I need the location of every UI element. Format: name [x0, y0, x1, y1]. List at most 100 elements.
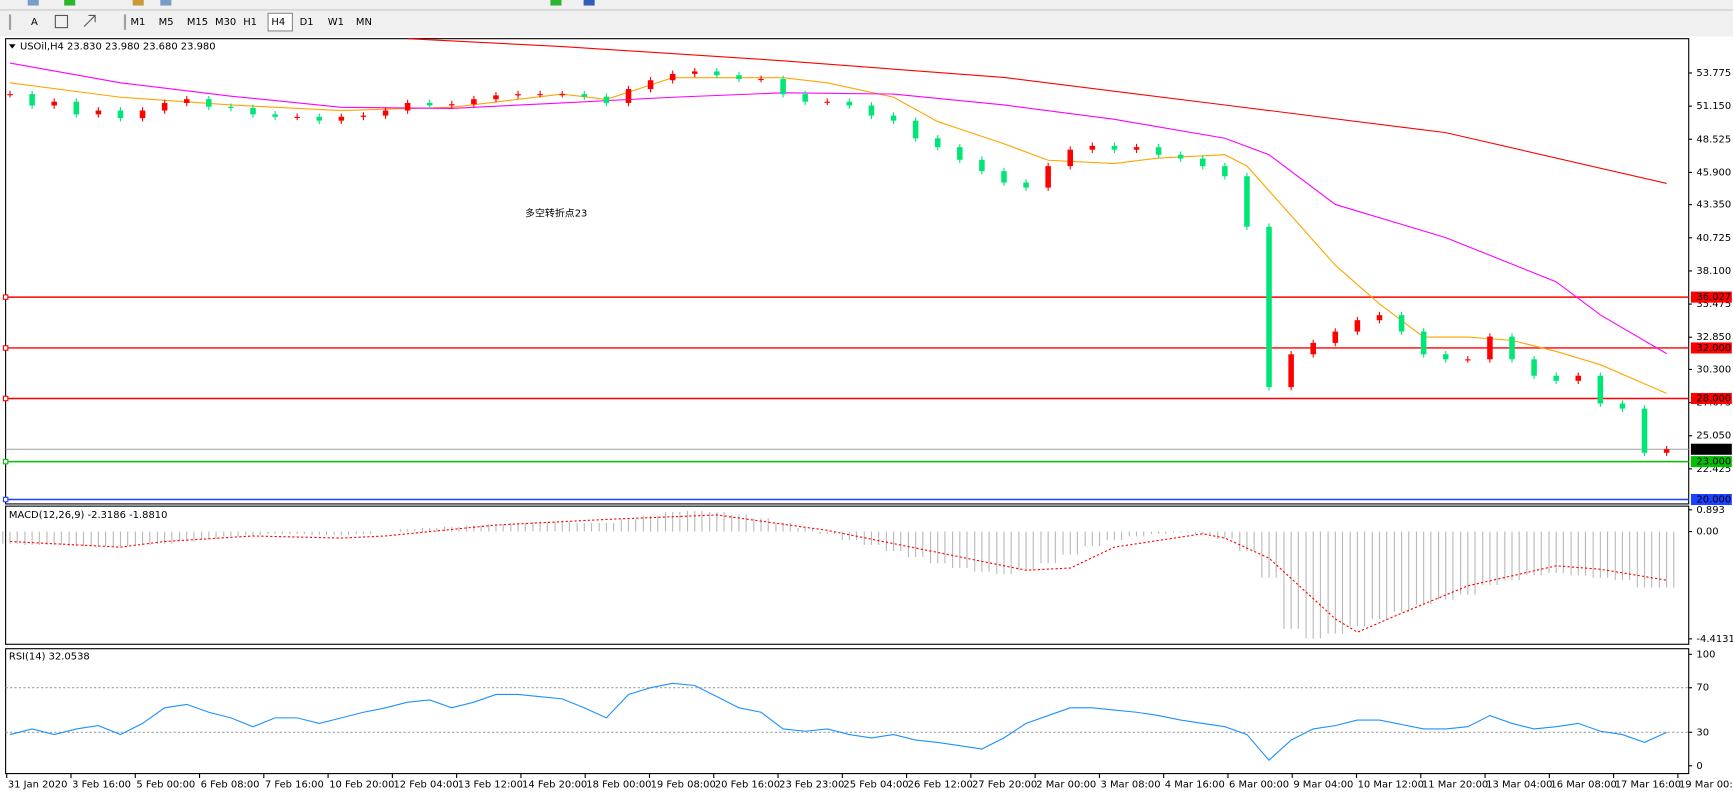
candle [1155, 147, 1162, 155]
rsi-line [9, 682, 1667, 762]
arrow-tool[interactable] [83, 14, 96, 27]
candle [1089, 145, 1096, 150]
candle [1376, 315, 1383, 321]
timeframe-button[interactable]: M15 [187, 17, 208, 28]
candle [581, 94, 588, 97]
timeframe-button[interactable]: D1 [300, 17, 314, 28]
indicator-line [9, 77, 1667, 394]
text-tool[interactable]: A [31, 17, 38, 28]
y-tick-label: 25.050 [1696, 431, 1731, 442]
x-tick-label: 19 Mar 00:00 [1679, 780, 1733, 791]
x-tick-label: 5 Feb 00:00 [136, 780, 195, 791]
candle [1001, 171, 1007, 183]
level-label-box [1690, 392, 1732, 405]
x-tick-label: 13 Feb 12:00 [458, 780, 523, 791]
x-tick-label: 7 Feb 16:00 [265, 780, 324, 791]
y-tick-label: 53.775 [1696, 68, 1731, 79]
candle [537, 94, 543, 96]
timeframe-button[interactable]: H1 [243, 17, 257, 28]
level-handle [2, 345, 9, 351]
indicator-line [9, 62, 1667, 355]
y-tick-label: 100 [1696, 649, 1715, 660]
x-tick-label: 17 Mar 16:00 [1615, 780, 1681, 791]
x-tick-label: 19 Feb 08:00 [651, 780, 716, 791]
y-tick-label: 70 [1696, 683, 1709, 694]
candle [669, 73, 676, 81]
x-tick-label: 10 Feb 20:00 [329, 780, 394, 791]
candle [603, 96, 610, 103]
grip [123, 14, 127, 30]
x-tick-label: 14 Feb 20:00 [522, 780, 587, 791]
candle [647, 80, 654, 90]
x-tick-label: 27 Feb 20:00 [972, 780, 1037, 791]
timeframe-button[interactable]: M30 [215, 17, 236, 28]
candle [228, 106, 234, 109]
panel-frame [5, 505, 1690, 645]
icon[interactable] [132, 0, 144, 6]
grip [8, 14, 12, 30]
chart-header: USOil,H4 23.830 23.980 23.680 23.980 [20, 41, 216, 52]
candle [183, 99, 190, 103]
candle [1641, 408, 1648, 453]
active-button [267, 12, 293, 32]
timeframe-button[interactable]: MN [356, 17, 372, 28]
icon[interactable] [550, 0, 562, 6]
last-price-box [1690, 443, 1732, 455]
candle [868, 105, 875, 116]
candle [95, 110, 102, 115]
candle [714, 71, 720, 76]
level-label: 23.000 [1696, 457, 1731, 468]
candle [1222, 166, 1228, 177]
candle [802, 94, 808, 102]
label-tool[interactable] [54, 14, 69, 29]
level-label: 32.000 [1696, 343, 1731, 354]
candle [979, 159, 985, 172]
level-handle [2, 395, 9, 402]
candle [1133, 147, 1140, 150]
level-label-box [1690, 342, 1732, 354]
icon[interactable] [64, 0, 76, 6]
y-tick-label: 51.150 [1696, 101, 1731, 112]
timeframe-button[interactable]: W1 [328, 17, 344, 28]
candle [139, 110, 146, 119]
y-tick-label: 35.475 [1696, 299, 1731, 310]
candle [1597, 375, 1604, 404]
y-tick-label: 0.00 [1696, 527, 1718, 538]
panel-macd: 0.893 0.00 -4.4131 MACD(12,26,9) -2.3186 -1… [2, 505, 1733, 645]
timeframe-button[interactable]: H4 [271, 17, 285, 28]
x-tick-label: 26 Feb 12:00 [908, 780, 973, 791]
timeframe-button[interactable]: M1 [130, 17, 145, 28]
x-tick-label: 2 Mar 00:00 [1036, 780, 1096, 791]
timeframe-button[interactable]: M5 [159, 17, 174, 28]
candle [1553, 375, 1559, 381]
icon[interactable] [160, 0, 172, 6]
candle [1288, 354, 1294, 388]
candle [1177, 154, 1184, 159]
y-tick-label: -4.4131 [1696, 634, 1733, 645]
level-handle [2, 496, 9, 503]
level-label-box [1690, 291, 1732, 303]
candle [736, 75, 742, 79]
candle [117, 110, 124, 119]
icon[interactable] [583, 0, 595, 6]
candle [957, 147, 963, 160]
icon[interactable] [27, 0, 39, 6]
y-tick-label: 0.893 [1696, 505, 1724, 516]
indicator-line [407, 38, 1667, 184]
y-tick-label: 45.900 [1696, 167, 1731, 178]
indicator-header: RSI(14) 32.0538 [9, 651, 90, 662]
x-tick-label: 12 Feb 04:00 [393, 780, 458, 791]
candle [1465, 359, 1471, 361]
candle [912, 120, 919, 139]
candle [51, 101, 57, 106]
y-tick-label: 32.850 [1696, 332, 1731, 343]
candle [161, 102, 168, 111]
candle [1442, 354, 1449, 360]
candle [1111, 145, 1118, 150]
x-tick-label: 10 Mar 12:00 [1358, 780, 1424, 791]
candle [934, 138, 941, 148]
plot-area: 53.775 51.150 48.525 45.900 43.350 40.725 38.1… [2, 38, 1733, 791]
candle [404, 102, 411, 111]
